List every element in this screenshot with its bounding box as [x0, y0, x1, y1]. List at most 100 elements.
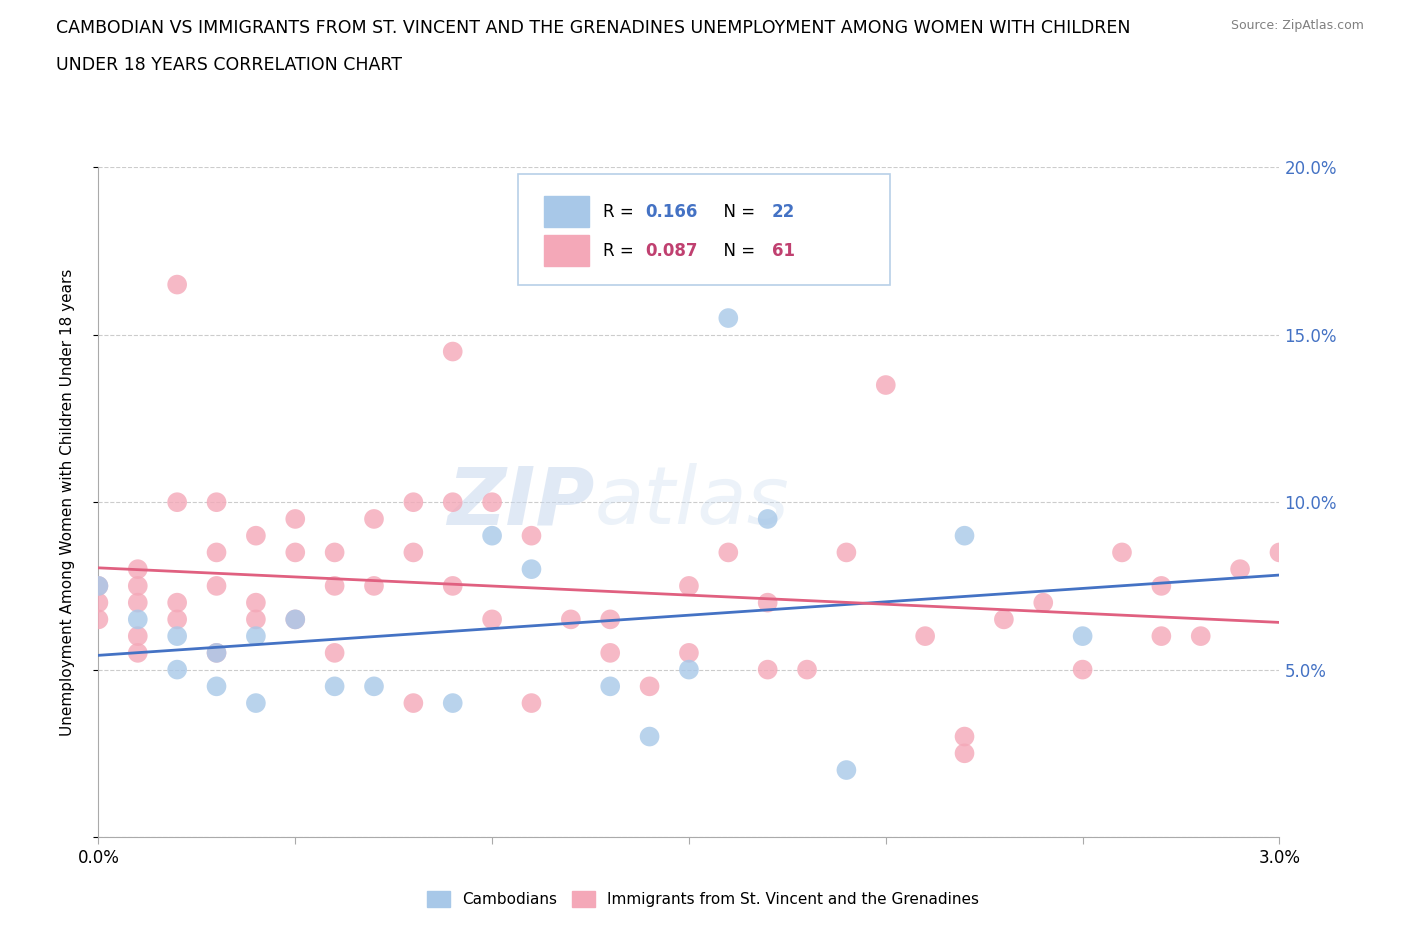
Point	[678, 645, 700, 660]
Point	[166, 277, 188, 292]
Point	[205, 495, 228, 510]
FancyBboxPatch shape	[544, 235, 589, 266]
Point	[87, 578, 110, 593]
Point	[1229, 562, 1251, 577]
Point	[127, 629, 149, 644]
Point	[953, 746, 976, 761]
Point	[520, 528, 543, 543]
Point	[638, 729, 661, 744]
Point	[835, 763, 858, 777]
Point	[127, 562, 149, 577]
Point	[205, 578, 228, 593]
Point	[205, 679, 228, 694]
Point	[205, 645, 228, 660]
Text: N =: N =	[713, 203, 759, 220]
Point	[638, 679, 661, 694]
Point	[835, 545, 858, 560]
Point	[481, 528, 503, 543]
Point	[560, 612, 582, 627]
Point	[441, 495, 464, 510]
Point	[1071, 662, 1094, 677]
Point	[953, 528, 976, 543]
Y-axis label: Unemployment Among Women with Children Under 18 years: Unemployment Among Women with Children U…	[60, 269, 75, 736]
Point	[127, 612, 149, 627]
Point	[678, 662, 700, 677]
Point	[284, 612, 307, 627]
FancyBboxPatch shape	[517, 174, 890, 285]
Point	[245, 629, 267, 644]
Point	[363, 512, 385, 526]
Point	[756, 595, 779, 610]
Point	[599, 679, 621, 694]
Point	[481, 495, 503, 510]
Point	[205, 645, 228, 660]
Point	[284, 512, 307, 526]
Point	[166, 612, 188, 627]
Text: N =: N =	[713, 242, 759, 259]
Point	[993, 612, 1015, 627]
Text: UNDER 18 YEARS CORRELATION CHART: UNDER 18 YEARS CORRELATION CHART	[56, 56, 402, 73]
Point	[1071, 629, 1094, 644]
Point	[245, 528, 267, 543]
Point	[363, 679, 385, 694]
Point	[127, 578, 149, 593]
Point	[441, 696, 464, 711]
Text: CAMBODIAN VS IMMIGRANTS FROM ST. VINCENT AND THE GRENADINES UNEMPLOYMENT AMONG W: CAMBODIAN VS IMMIGRANTS FROM ST. VINCENT…	[56, 19, 1130, 36]
Point	[520, 696, 543, 711]
Point	[205, 545, 228, 560]
Point	[717, 545, 740, 560]
Point	[323, 645, 346, 660]
Point	[127, 595, 149, 610]
Text: 22: 22	[772, 203, 794, 220]
Point	[756, 512, 779, 526]
Point	[402, 545, 425, 560]
Point	[166, 662, 188, 677]
Point	[363, 578, 385, 593]
Point	[402, 495, 425, 510]
Point	[323, 545, 346, 560]
Point	[914, 629, 936, 644]
Text: 0.166: 0.166	[645, 203, 697, 220]
Point	[717, 311, 740, 325]
Text: atlas: atlas	[595, 463, 789, 541]
Point	[1150, 629, 1173, 644]
Text: R =: R =	[603, 242, 638, 259]
Point	[756, 662, 779, 677]
Point	[481, 612, 503, 627]
FancyBboxPatch shape	[544, 196, 589, 228]
Point	[166, 629, 188, 644]
Point	[599, 645, 621, 660]
Point	[284, 545, 307, 560]
Point	[284, 612, 307, 627]
Point	[953, 729, 976, 744]
Point	[875, 378, 897, 392]
Text: ZIP: ZIP	[447, 463, 595, 541]
Point	[441, 578, 464, 593]
Point	[441, 344, 464, 359]
Text: 0.087: 0.087	[645, 242, 697, 259]
Point	[678, 578, 700, 593]
Point	[1032, 595, 1054, 610]
Point	[245, 612, 267, 627]
Point	[323, 679, 346, 694]
Point	[87, 595, 110, 610]
Point	[127, 645, 149, 660]
Point	[245, 696, 267, 711]
Point	[166, 495, 188, 510]
Point	[87, 612, 110, 627]
Point	[166, 595, 188, 610]
Point	[87, 578, 110, 593]
Point	[520, 562, 543, 577]
Text: R =: R =	[603, 203, 638, 220]
Point	[796, 662, 818, 677]
Point	[402, 696, 425, 711]
Point	[1189, 629, 1212, 644]
Point	[245, 595, 267, 610]
Point	[323, 578, 346, 593]
Point	[1150, 578, 1173, 593]
Point	[1268, 545, 1291, 560]
Point	[599, 612, 621, 627]
Legend: Cambodians, Immigrants from St. Vincent and the Grenadines: Cambodians, Immigrants from St. Vincent …	[420, 884, 986, 913]
Point	[1111, 545, 1133, 560]
Text: 61: 61	[772, 242, 794, 259]
